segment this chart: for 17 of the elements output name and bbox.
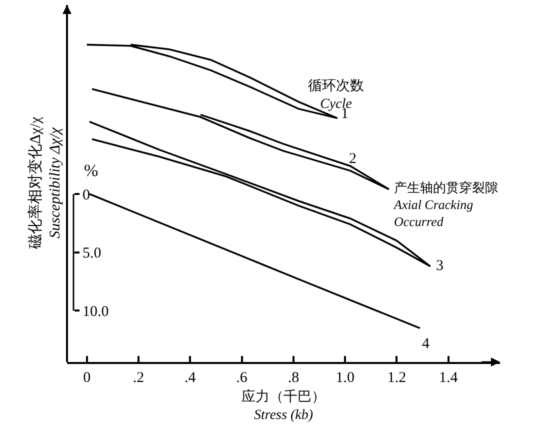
x-axis-title: 应力（千巴） Stress (kb) xyxy=(242,388,326,423)
x-tick-label: .2 xyxy=(132,370,144,386)
series-label: 3 xyxy=(436,258,444,274)
annotation: 产生轴的贯穿裂隙 Axial Cracking Occurred xyxy=(393,180,498,229)
y-axis-title: 磁化率相对变化Δχ/χ Susceptibility Δχ/χ xyxy=(27,116,64,250)
x-tick-label: .6 xyxy=(236,370,248,386)
x-tick-label: 1.0 xyxy=(336,370,354,386)
series-label: 2 xyxy=(349,151,356,167)
annotation: % xyxy=(84,161,98,180)
x-tick-label: 1.4 xyxy=(438,370,458,386)
x-tick-label: 1.2 xyxy=(387,370,406,386)
x-tick-label: .4 xyxy=(184,370,196,386)
y-tick-label: 0 xyxy=(82,187,90,204)
series-label: 4 xyxy=(422,336,430,352)
y-tick-label: 5.0 xyxy=(82,246,102,262)
y-tick-label: 10.0 xyxy=(82,304,109,320)
x-tick-label: .8 xyxy=(288,370,300,386)
